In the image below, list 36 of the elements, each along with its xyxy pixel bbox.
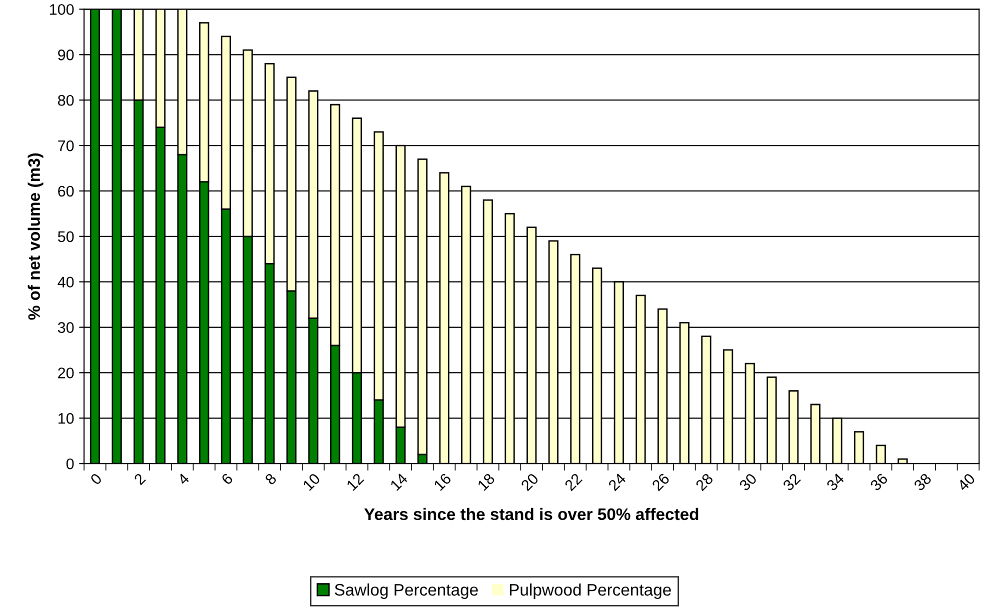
x-tick-label: 40: [956, 472, 976, 492]
x-tick-label: 26: [651, 472, 670, 492]
y-axis-title: % of net volume (m3): [28, 153, 44, 320]
x-tick-label: 24: [608, 472, 626, 492]
y-tick-label: 0: [66, 458, 74, 470]
x-tick-label: 16: [433, 472, 452, 492]
x-tick-label: 6: [220, 472, 234, 486]
y-tick-label: 20: [58, 368, 74, 378]
y-tick-label: 70: [58, 140, 74, 152]
x-tick-label: 2: [133, 472, 146, 486]
x-tick-label: 8: [264, 472, 278, 486]
y-tick-label: 10: [58, 413, 74, 424]
x-tick-label: 10: [302, 472, 321, 492]
y-tick-label: 90: [58, 50, 74, 60]
legend-label: Sawlog Percentage: [334, 583, 478, 599]
x-tick-label: 20: [520, 472, 540, 492]
x-tick-label: 30: [738, 472, 758, 492]
y-tick-label: 80: [58, 94, 74, 106]
y-tick-label: 50: [58, 231, 74, 242]
y-tick-label: 40: [58, 276, 74, 288]
x-axis-title: Years since the stand is over 50% affected: [364, 508, 698, 520]
x-tick-label: 4: [176, 472, 190, 486]
y-tick-label: 100: [50, 4, 74, 15]
x-tick-label: 36: [870, 472, 888, 492]
x-tick-label: 14: [390, 472, 408, 491]
x-tick-label: 12: [346, 472, 364, 491]
x-tick-label: 28: [695, 472, 714, 492]
x-tick-label: 34: [826, 472, 845, 492]
x-tick-label: 38: [913, 472, 932, 492]
y-tick-label: 30: [58, 322, 74, 333]
x-tick-label: 32: [782, 472, 801, 492]
y-tick-label: 60: [58, 186, 74, 197]
x-tick-label: 0: [90, 472, 102, 486]
x-tick-label: 18: [477, 472, 496, 492]
legend-label: Pulpwood Percentage: [510, 583, 671, 599]
x-tick-label: 22: [564, 472, 583, 492]
